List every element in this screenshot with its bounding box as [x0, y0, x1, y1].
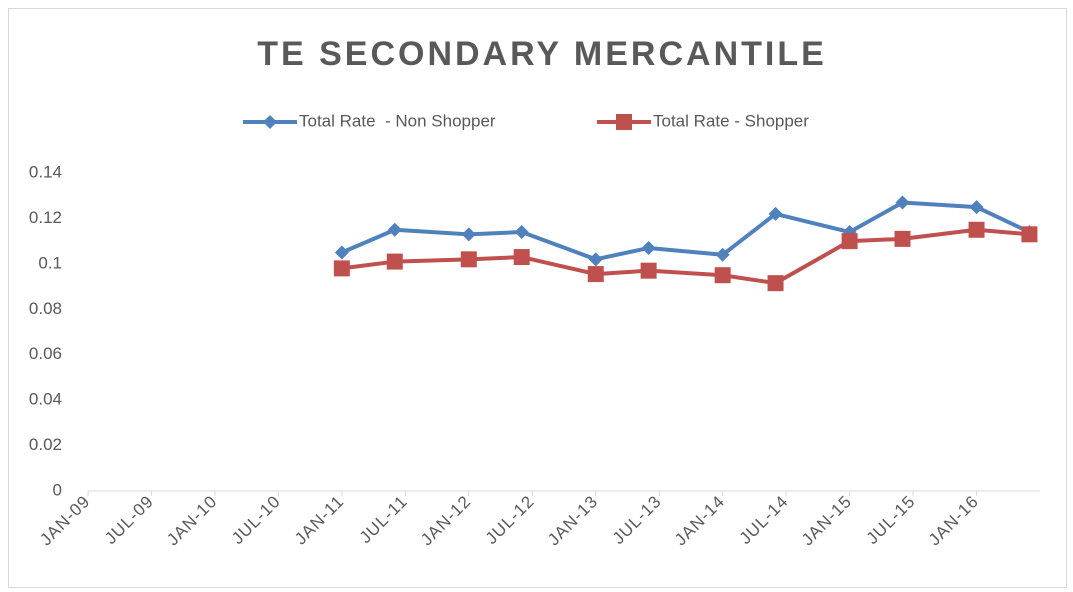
y-tick-label: 0.12: [29, 208, 62, 227]
marker: [767, 275, 784, 292]
marker: [1021, 226, 1038, 243]
y-tick-label: 0.14: [29, 162, 62, 181]
marker: [895, 195, 910, 210]
marker: [968, 221, 985, 238]
legend-label: Total Rate - Shopper: [653, 111, 809, 130]
y-tick-label: 0.08: [29, 299, 62, 318]
y-tick-label: 0: [53, 480, 62, 499]
marker: [387, 222, 402, 237]
marker: [588, 252, 603, 267]
legend-marker: [263, 115, 277, 129]
marker: [969, 200, 984, 215]
marker: [514, 225, 529, 240]
line: [341, 227, 1030, 286]
series: [333, 221, 1038, 292]
marker: [460, 251, 477, 268]
marker: [587, 266, 604, 283]
marker: [715, 247, 730, 262]
marker: [513, 249, 530, 266]
marker: [333, 260, 350, 277]
marker: [461, 227, 476, 242]
line: [341, 200, 1031, 262]
marker: [640, 262, 657, 279]
y-tick-label: 0.02: [29, 435, 62, 454]
legend-label: Total Rate - Non Shopper: [299, 111, 496, 130]
marker: [641, 240, 656, 255]
marker: [841, 233, 858, 250]
y-tick-label: 0.04: [29, 390, 62, 409]
marker: [386, 253, 403, 270]
marker: [768, 206, 783, 221]
legend-marker: [616, 114, 632, 130]
y-tick-label: 0.06: [29, 344, 62, 363]
marker: [894, 230, 911, 247]
chart-title: TE SECONDARY MERCANTILE: [257, 35, 827, 73]
y-tick-label: 0.1: [38, 253, 62, 272]
marker: [334, 245, 349, 260]
marker: [714, 267, 731, 284]
